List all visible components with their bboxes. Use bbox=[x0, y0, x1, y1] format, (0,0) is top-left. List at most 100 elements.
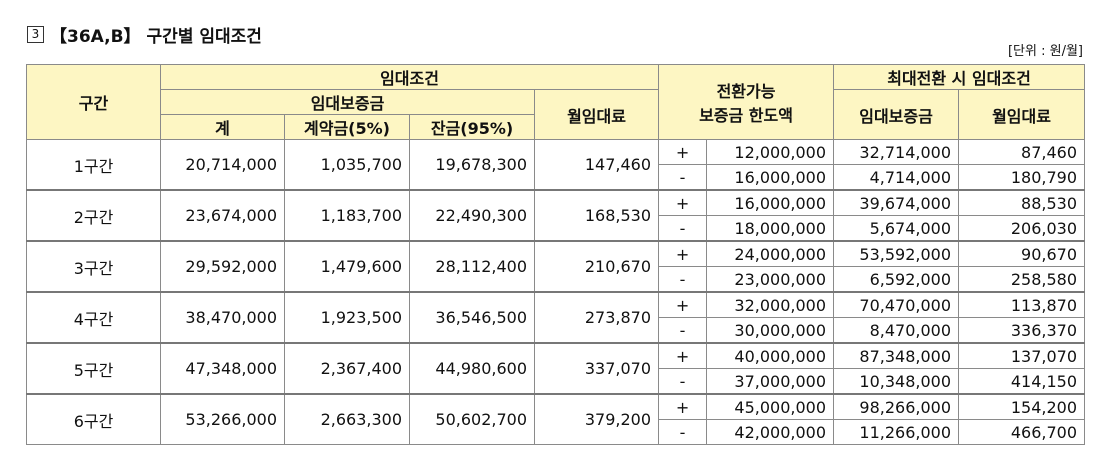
convertible-limit-cell: 45,000,000 bbox=[706, 393, 835, 420]
header-max-conversion: 최대전환 시 임대조건 bbox=[833, 64, 1086, 90]
max-rent-cell: 87,460 bbox=[958, 139, 1086, 165]
max-deposit-cell: 53,592,000 bbox=[833, 240, 960, 267]
table-row: -42,000,000 11,266,000 466,700 bbox=[27, 419, 1086, 445]
convertible-limit-cell: 16,000,000 bbox=[706, 189, 835, 216]
header-section: 구간 bbox=[26, 64, 161, 140]
sign-cell: - bbox=[658, 215, 708, 242]
sign-cell: - bbox=[658, 317, 708, 344]
header-lease-conditions: 임대조건 bbox=[159, 64, 660, 90]
monthly-rent-cell: 168,530 bbox=[533, 189, 660, 242]
table-row: 5구간 47,348,000 2,367,400 44,980,600 337,070 +… bbox=[26, 342, 1086, 395]
monthly-rent-cell: 147,460 bbox=[533, 139, 660, 191]
section-cell: 1구간 bbox=[26, 139, 161, 191]
balance-cell: 19,678,300 bbox=[409, 139, 535, 191]
max-rent-cell: 137,070 bbox=[958, 342, 1086, 369]
max-deposit-cell: 4,714,000 bbox=[833, 164, 960, 191]
section-cell: 6구간 bbox=[26, 393, 161, 445]
header-deposit: 임대보증금 bbox=[160, 89, 535, 115]
contract-cell: 1,183,700 bbox=[284, 189, 410, 242]
sign-cell: + bbox=[658, 189, 708, 216]
section-number-box: 3 bbox=[27, 26, 44, 43]
max-rent-cell: 88,530 bbox=[958, 189, 1086, 216]
header-max-rent: 월임대료 bbox=[958, 89, 1086, 140]
max-deposit-cell: 5,674,000 bbox=[833, 215, 960, 242]
section-cell: 5구간 bbox=[26, 342, 161, 395]
sign-cell: + bbox=[658, 240, 708, 267]
balance-cell: 36,546,500 bbox=[409, 291, 535, 344]
max-deposit-cell: 11,266,000 bbox=[833, 419, 960, 445]
sign-cell: - bbox=[658, 368, 708, 395]
convertible-limit-cell: 16,000,000 bbox=[706, 164, 835, 191]
header-monthly-rent: 월임대료 bbox=[533, 89, 660, 140]
header-balance: 잔금(95%) bbox=[409, 114, 535, 140]
balance-cell: 22,490,300 bbox=[409, 189, 535, 242]
max-deposit-cell: 70,470,000 bbox=[833, 291, 960, 318]
convertible-limit-cell: 37,000,000 bbox=[706, 368, 835, 395]
max-deposit-cell: 10,348,000 bbox=[833, 368, 960, 395]
monthly-rent-cell: 337,070 bbox=[533, 342, 660, 395]
sign-cell: + bbox=[658, 291, 708, 318]
contract-cell: 2,367,400 bbox=[284, 342, 410, 395]
table-row: 1구간 20,714,000 1,035,700 19,678,300 147,460 +… bbox=[26, 139, 1086, 191]
convertible-limit-cell: 30,000,000 bbox=[706, 317, 835, 344]
max-rent-cell: 90,670 bbox=[958, 240, 1086, 267]
table-row: -23,000,000 6,592,000 258,580 bbox=[27, 266, 1086, 293]
balance-cell: 50,602,700 bbox=[409, 393, 535, 445]
section-cell: 4구간 bbox=[26, 291, 161, 344]
deposit-total-cell: 38,470,000 bbox=[160, 291, 285, 344]
header-contract: 계약금(5%) bbox=[284, 114, 410, 140]
max-deposit-cell: 6,592,000 bbox=[833, 266, 960, 293]
monthly-rent-cell: 379,200 bbox=[533, 393, 660, 445]
max-rent-cell: 466,700 bbox=[958, 419, 1086, 445]
max-deposit-cell: 8,470,000 bbox=[833, 317, 960, 344]
section-cell: 2구간 bbox=[26, 189, 161, 242]
page-title: 3 【36A,B】 구간별 임대조건 bbox=[27, 22, 262, 47]
sign-cell: - bbox=[658, 266, 708, 293]
deposit-total-cell: 23,674,000 bbox=[160, 189, 285, 242]
monthly-rent-cell: 210,670 bbox=[533, 240, 660, 293]
max-rent-cell: 206,030 bbox=[958, 215, 1086, 242]
max-deposit-cell: 32,714,000 bbox=[833, 139, 960, 165]
sign-cell: - bbox=[658, 164, 708, 191]
header-convertible-line2: 보증금 한도액 bbox=[699, 106, 793, 125]
title-text: 구간별 임대조건 bbox=[146, 27, 262, 47]
table-row: 3구간 29,592,000 1,479,600 28,112,400 210,670 +… bbox=[26, 240, 1086, 293]
header-max-deposit: 임대보증금 bbox=[833, 89, 960, 140]
table-row: -18,000,000 5,674,000 206,030 bbox=[27, 215, 1086, 242]
convertible-limit-cell: 32,000,000 bbox=[706, 291, 835, 318]
convertible-limit-cell: 40,000,000 bbox=[706, 342, 835, 369]
lease-conditions-table: 구간 임대조건 전환가능 보증금 한도액 최대전환 시 임대조건 임대보증금 월… bbox=[26, 64, 1086, 445]
table-body: 1구간 20,714,000 1,035,700 19,678,300 147,460 +… bbox=[26, 139, 1086, 445]
convertible-limit-cell: 24,000,000 bbox=[706, 240, 835, 267]
contract-cell: 1,035,700 bbox=[284, 139, 410, 191]
table-row: 2구간 23,674,000 1,183,700 22,490,300 168,530 +… bbox=[26, 189, 1086, 242]
deposit-total-cell: 47,348,000 bbox=[160, 342, 285, 395]
max-rent-cell: 154,200 bbox=[958, 393, 1086, 420]
max-deposit-cell: 98,266,000 bbox=[833, 393, 960, 420]
section-cell: 3구간 bbox=[26, 240, 161, 293]
sign-cell: + bbox=[658, 342, 708, 369]
convertible-limit-cell: 42,000,000 bbox=[706, 419, 835, 445]
max-deposit-cell: 87,348,000 bbox=[833, 342, 960, 369]
table-row: -37,000,000 10,348,000 414,150 bbox=[27, 368, 1086, 395]
contract-cell: 2,663,300 bbox=[284, 393, 410, 445]
header-convertible-limit: 전환가능 보증금 한도액 bbox=[658, 64, 835, 140]
header-convertible-line1: 전환가능 bbox=[716, 82, 776, 101]
contract-cell: 1,479,600 bbox=[284, 240, 410, 293]
balance-cell: 44,980,600 bbox=[409, 342, 535, 395]
deposit-total-cell: 29,592,000 bbox=[160, 240, 285, 293]
header-total: 계 bbox=[160, 114, 285, 140]
deposit-total-cell: 20,714,000 bbox=[160, 139, 285, 191]
convertible-limit-cell: 23,000,000 bbox=[706, 266, 835, 293]
unit-label: [단위 : 원/월] bbox=[1007, 44, 1083, 59]
table-row: -30,000,000 8,470,000 336,370 bbox=[27, 317, 1086, 344]
max-rent-cell: 414,150 bbox=[958, 368, 1086, 395]
max-rent-cell: 336,370 bbox=[958, 317, 1086, 344]
sign-cell: + bbox=[658, 139, 708, 165]
max-rent-cell: 113,870 bbox=[958, 291, 1086, 318]
max-rent-cell: 180,790 bbox=[958, 164, 1086, 191]
table-row: 6구간 53,266,000 2,663,300 50,602,700 379,200 +… bbox=[26, 393, 1086, 445]
max-deposit-cell: 39,674,000 bbox=[833, 189, 960, 216]
deposit-total-cell: 53,266,000 bbox=[160, 393, 285, 445]
convertible-limit-cell: 18,000,000 bbox=[706, 215, 835, 242]
